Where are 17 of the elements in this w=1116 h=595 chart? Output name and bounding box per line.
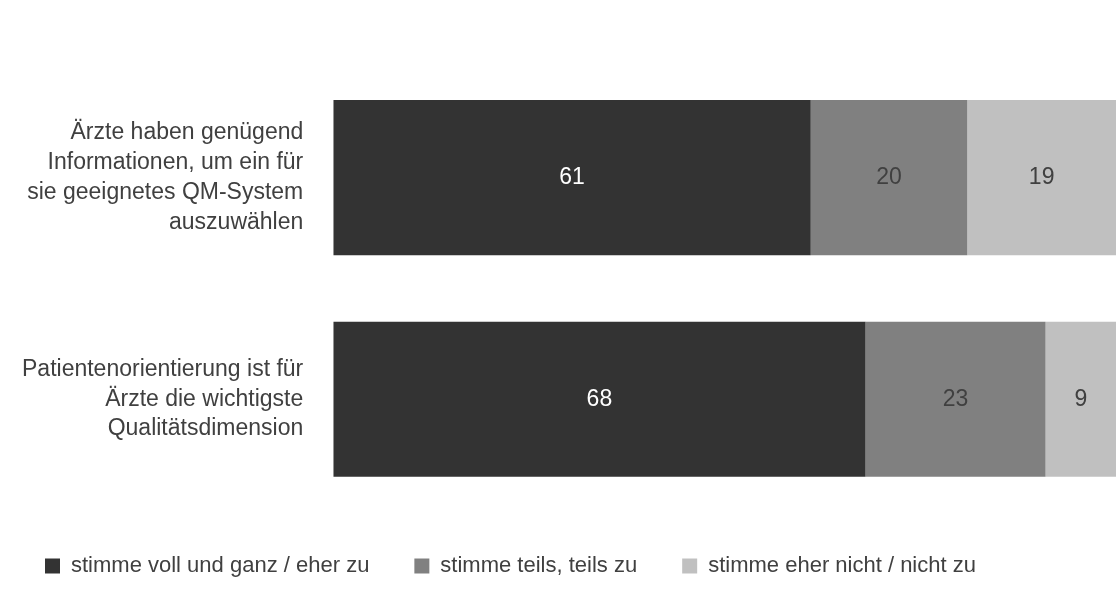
- legend-label: stimme voll und ganz / eher zu: [71, 552, 370, 578]
- bar: [865, 321, 1046, 477]
- data-label: 61: [559, 162, 585, 189]
- legend-label: stimme eher nicht / nicht zu: [708, 552, 976, 578]
- y-tick-label: Ärzte haben genügend Informationen, um ein für sie geeignetes QM-System auszuwählen: [27, 118, 304, 234]
- data-label: 20: [876, 162, 902, 189]
- data-label: 9: [1074, 384, 1088, 411]
- bar: [967, 100, 1116, 256]
- data-label: 23: [942, 384, 969, 411]
- data-label: 68: [586, 384, 613, 411]
- bar: [810, 100, 968, 256]
- y-tick-label: Patientenorientierung ist für Ärzte die wichtigste Qualitätsdimension: [22, 354, 304, 441]
- bar: [333, 321, 866, 477]
- bar: [333, 100, 811, 256]
- legend-label: stimme teils, teils zu: [440, 552, 638, 578]
- bar: [1045, 321, 1116, 477]
- data-label: 19: [1028, 162, 1055, 189]
